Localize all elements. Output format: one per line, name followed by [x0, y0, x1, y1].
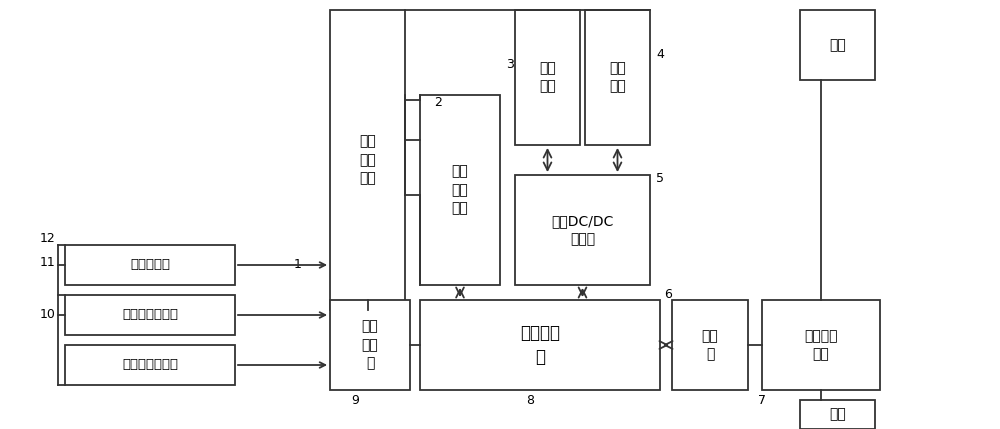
Bar — [420, 300, 660, 390]
Bar — [762, 300, 880, 390]
Bar — [672, 300, 748, 390]
Text: 8: 8 — [526, 393, 534, 407]
Text: 4: 4 — [656, 48, 664, 61]
Bar — [800, 400, 875, 429]
Text: 9: 9 — [351, 393, 359, 407]
Text: 驱动控制
器: 驱动控制 器 — [520, 324, 560, 366]
Text: 3: 3 — [506, 58, 514, 72]
Text: 车轮: 车轮 — [829, 38, 846, 52]
Text: 超级
电容: 超级 电容 — [539, 61, 556, 94]
Bar — [65, 245, 235, 285]
Bar — [65, 295, 235, 335]
Text: 2: 2 — [434, 96, 442, 109]
Text: 11: 11 — [40, 256, 56, 269]
Text: 10: 10 — [40, 308, 56, 321]
Text: 5: 5 — [656, 172, 664, 184]
Bar — [800, 10, 875, 80]
Text: 6: 6 — [664, 288, 672, 302]
Bar — [420, 95, 500, 285]
Text: 制动踏板传感器: 制动踏板传感器 — [122, 359, 178, 372]
Text: 双向DC/DC
变换器: 双向DC/DC 变换器 — [551, 214, 614, 246]
Text: 1: 1 — [294, 259, 302, 272]
Text: 机械传动
装置: 机械传动 装置 — [804, 329, 838, 361]
Text: 弹性
储能
装置: 弹性 储能 装置 — [452, 165, 468, 215]
Bar — [585, 10, 650, 145]
Bar — [515, 175, 650, 285]
Bar — [330, 10, 405, 310]
Text: 油门踏板传感器: 油门踏板传感器 — [122, 308, 178, 321]
Text: 电动
机: 电动 机 — [702, 329, 718, 361]
Bar — [330, 300, 410, 390]
Text: 7: 7 — [758, 393, 766, 407]
Text: 车速传感器: 车速传感器 — [130, 259, 170, 272]
Text: 12: 12 — [40, 232, 56, 245]
Text: 车轮: 车轮 — [829, 408, 846, 422]
Bar — [515, 10, 580, 145]
Text: 整车
控制
器: 整车 控制 器 — [362, 320, 378, 370]
Bar — [65, 345, 235, 385]
Text: 燃料
电池: 燃料 电池 — [609, 61, 626, 94]
Text: 电池
管理
系统: 电池 管理 系统 — [359, 135, 376, 185]
